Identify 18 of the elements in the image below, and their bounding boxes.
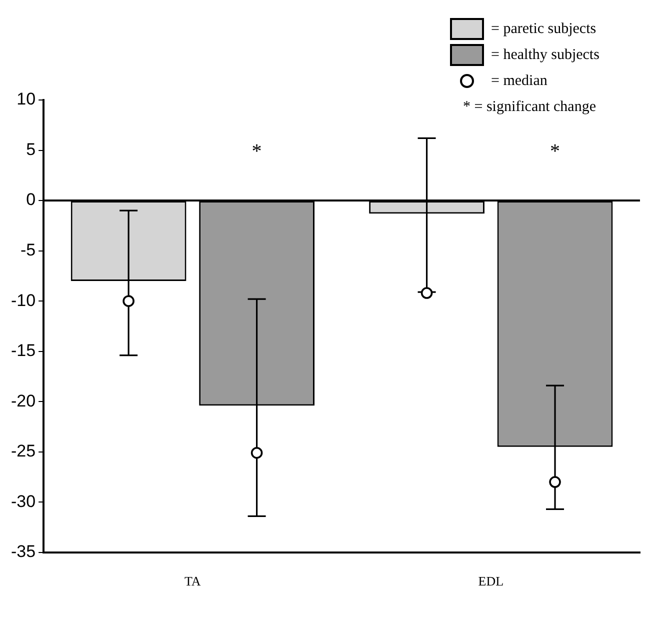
- y-tick-label: -30: [10, 492, 36, 511]
- legend-label: = paretic subjects: [491, 20, 596, 38]
- legend-label: = median: [491, 72, 548, 90]
- annotation: *: [252, 140, 262, 162]
- y-tick-label: -10: [10, 290, 36, 310]
- y-tick-label: -20: [10, 391, 36, 410]
- y-tick-label: -25: [10, 442, 36, 461]
- y-tick-label: -5: [20, 240, 36, 260]
- x-tick-label: TA: [184, 574, 202, 589]
- legend-label: = healthy subjects: [491, 46, 600, 64]
- y-tick-label: -35: [10, 542, 36, 562]
- y-tick-label: 10: [16, 90, 36, 109]
- y-tick-label: -15: [10, 341, 36, 360]
- annotation: *: [550, 140, 560, 162]
- y-tick-label: 0: [26, 190, 36, 210]
- annotation: * = significant change: [462, 98, 598, 116]
- y-tick-label: 5: [26, 140, 36, 159]
- x-tick-label: EDL: [478, 574, 504, 589]
